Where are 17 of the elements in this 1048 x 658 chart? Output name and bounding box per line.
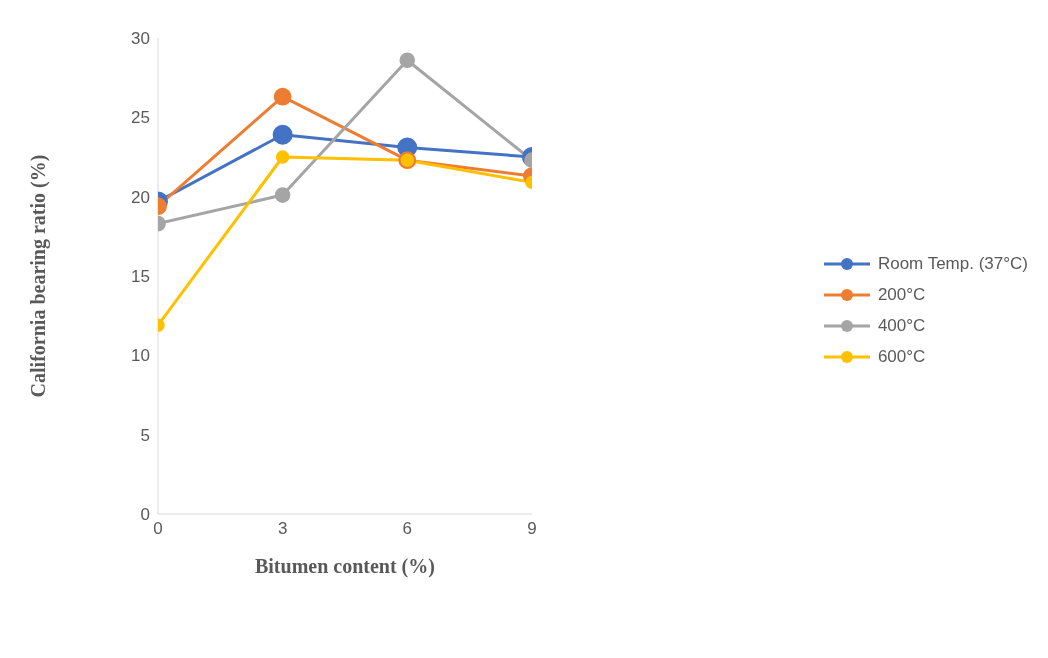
x-tick-label: 9	[527, 519, 537, 539]
x-tick-label: 6	[402, 519, 413, 539]
y-tick-label: 0	[140, 505, 150, 525]
y-tick-label: 10	[131, 346, 150, 366]
y-tick-label: 5	[140, 425, 150, 445]
legend-label: 600°C	[877, 346, 926, 367]
y-tick-label: 15	[131, 267, 150, 287]
x-tick-label: 3	[277, 519, 288, 539]
y-axis-title: California bearing ratio (%)	[27, 154, 51, 398]
x-tick-label: 0	[153, 519, 163, 539]
y-tick-label: 25	[131, 108, 150, 128]
y-tick-label: 20	[131, 187, 150, 207]
y-tick-label: 30	[131, 29, 150, 49]
legend-label: 200°C	[877, 284, 926, 305]
legend-label: 400°C	[877, 315, 926, 336]
x-axis-title: Bitumen content (%)	[254, 555, 435, 579]
legend-label: Room Temp. (37°C)	[877, 253, 1028, 274]
